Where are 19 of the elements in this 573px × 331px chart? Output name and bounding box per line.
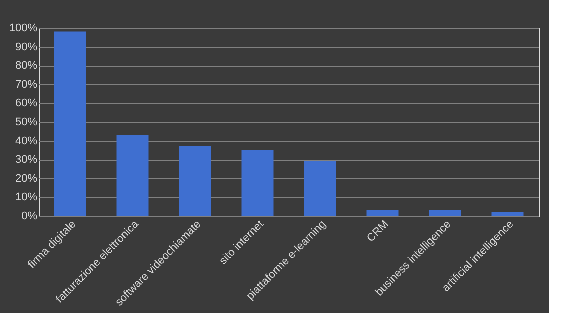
bar — [429, 210, 462, 216]
y-tick-label: 40% — [15, 135, 38, 148]
bar — [179, 146, 212, 216]
y-tick-label: 70% — [15, 78, 38, 91]
y-tick-label: 30% — [15, 154, 38, 166]
y-tick-label: 0% — [22, 210, 38, 222]
y-tick-label: 100% — [9, 22, 38, 34]
y-tick-label: 90% — [15, 41, 38, 54]
bar — [54, 32, 86, 216]
bar — [116, 135, 149, 216]
bar — [304, 161, 336, 216]
y-tick-label: 60% — [15, 98, 38, 110]
bar — [492, 212, 524, 216]
bar — [242, 150, 274, 216]
bar — [366, 210, 399, 216]
y-tick-label: 10% — [15, 192, 38, 204]
y-tick-label: 80% — [15, 60, 38, 72]
y-tick-label: 20% — [15, 172, 38, 185]
y-tick-label: 50% — [15, 116, 38, 128]
